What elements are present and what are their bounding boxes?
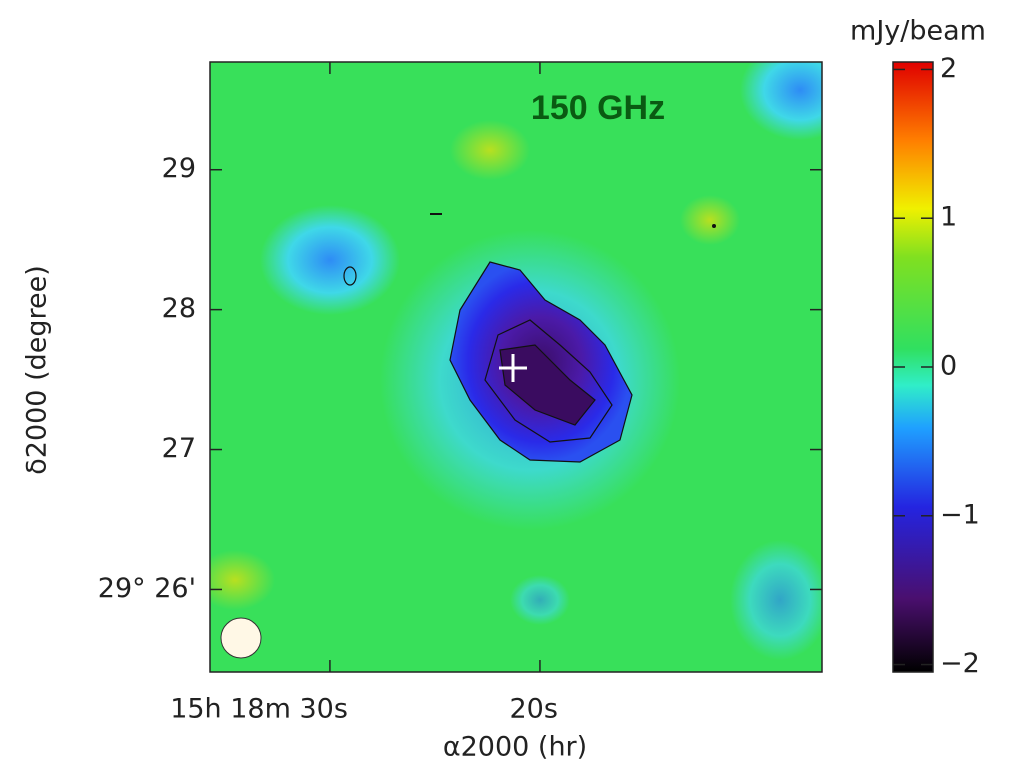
- y-tick-label: 27: [162, 433, 196, 464]
- colorbar-tick-label: −2: [940, 648, 980, 679]
- colorbar-tick-label: 1: [940, 202, 957, 233]
- plot-frame: [209, 61, 823, 673]
- sky-map: [210, 62, 822, 672]
- colorbar-tick-label: −1: [940, 499, 980, 530]
- chart-title: 150 GHz: [531, 89, 665, 127]
- x-tick-label: 15h 18m 30s: [170, 694, 348, 725]
- x-axis-label: α2000 (hr): [443, 732, 587, 763]
- colorbar-tick-label: 2: [940, 53, 957, 84]
- colorbar-tick-label: 0: [940, 351, 957, 382]
- y-tick-label: 28: [162, 293, 196, 324]
- y-axis-label: δ2000 (degree): [22, 265, 53, 475]
- colorbar-label: mJy/beam: [850, 16, 986, 47]
- y-tick-label: 29° 26': [98, 573, 196, 604]
- x-tick-label: 20s: [510, 694, 558, 725]
- y-tick-label: 29: [162, 153, 196, 184]
